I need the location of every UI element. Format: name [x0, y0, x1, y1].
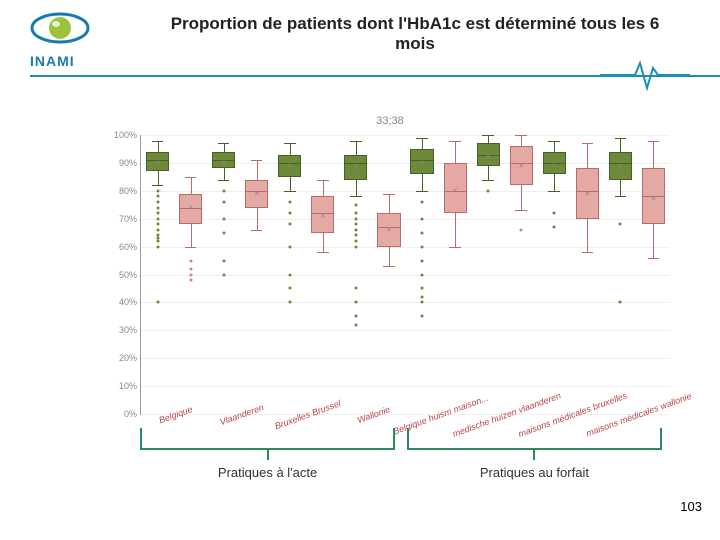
y-tick: 20% — [107, 353, 137, 363]
header: INAMI Proportion de patients dont l'HbA1… — [0, 0, 720, 90]
y-tick: 40% — [107, 297, 137, 307]
chart-subtitle: 33;38 — [100, 115, 680, 127]
page-number: 103 — [680, 499, 702, 514]
pulse-icon — [600, 58, 690, 92]
y-tick: 80% — [107, 186, 137, 196]
y-tick: 30% — [107, 325, 137, 335]
x-label: Wallonie — [356, 404, 392, 425]
y-tick: 10% — [107, 381, 137, 391]
logo-text: INAMI — [30, 53, 120, 69]
plot-area: 0%10%20%30%40%50%60%70%80%90%100%×××××××… — [140, 135, 670, 415]
y-tick: 90% — [107, 158, 137, 168]
inami-logo: INAMI — [30, 10, 120, 69]
group-bracket — [407, 428, 662, 450]
y-tick: 100% — [107, 130, 137, 140]
bracket-label-right: Pratiques au forfait — [407, 465, 662, 480]
y-tick: 60% — [107, 242, 137, 252]
eye-icon — [30, 10, 90, 46]
y-tick: 50% — [107, 270, 137, 280]
boxplot-chart: 33;38 0%10%20%30%40%50%60%70%80%90%100%×… — [100, 120, 680, 460]
x-label: Belgique — [158, 404, 194, 425]
group-bracket — [140, 428, 395, 450]
y-tick: 0% — [107, 409, 137, 419]
page-title: Proportion de patients dont l'HbA1c est … — [150, 14, 680, 54]
bracket-label-left: Pratiques à l'acte — [140, 465, 395, 480]
y-tick: 70% — [107, 214, 137, 224]
